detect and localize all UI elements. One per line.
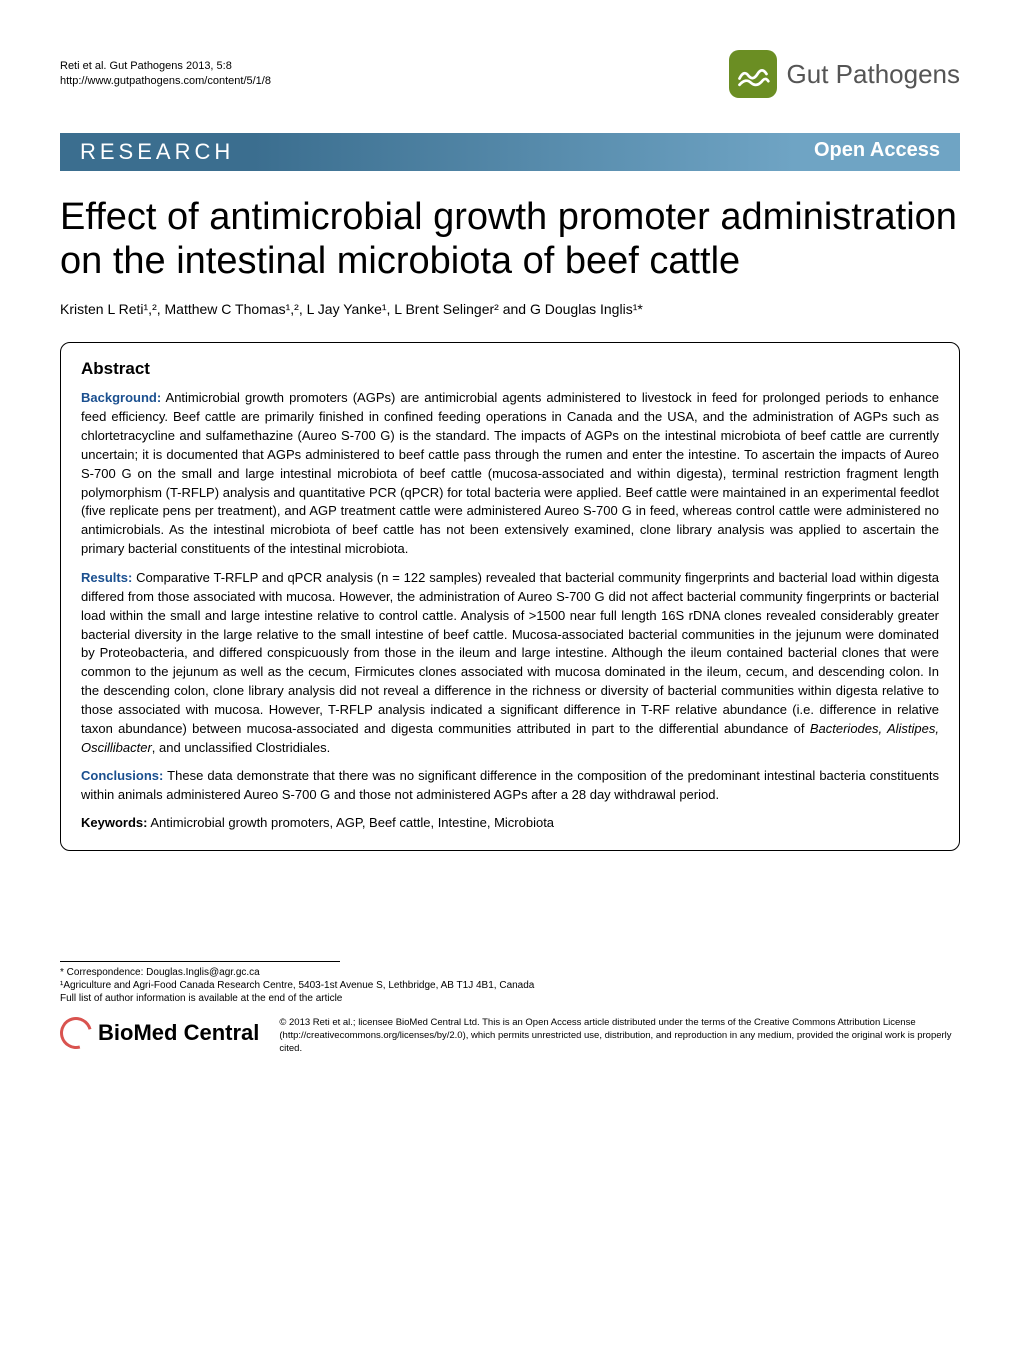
worm-icon [735,56,771,92]
keywords-row: Keywords: Antimicrobial growth promoters… [81,815,939,830]
footer-separator [60,961,340,962]
keywords-label: Keywords: [81,815,147,830]
conclusions-text: These data demonstrate that there was no… [81,768,939,802]
journal-name: Gut Pathogens [787,59,960,90]
author-list: Kristen L Reti¹,², Matthew C Thomas¹,², … [60,301,960,317]
abstract-heading: Abstract [81,359,939,379]
author-list-note: Full list of author information is avail… [60,993,342,1004]
affiliation-1: ¹Agriculture and Agri-Food Canada Resear… [60,980,534,991]
abstract-background: Background: Antimicrobial growth promote… [81,389,939,559]
article-type-banner: RESEARCH Open Access [60,133,960,171]
journal-logo-icon [729,50,777,98]
correspondence-label: * Correspondence: [60,967,146,978]
license-text: © 2013 Reti et al.; licensee BioMed Cent… [279,1017,960,1055]
abstract-results: Results: Comparative T-RFLP and qPCR ana… [81,569,939,757]
abstract-box: Abstract Background: Antimicrobial growt… [60,342,960,851]
bmc-name-part1: BioMed Central [98,1020,259,1046]
biomed-central-logo: BioMed Central [60,1017,259,1049]
correspondence-block: * Correspondence: Douglas.Inglis@agr.gc.… [60,966,960,1005]
background-text: Antimicrobial growth promoters (AGPs) ar… [81,390,939,556]
citation-line-2: http://www.gutpathogens.com/content/5/1/… [60,74,271,89]
journal-logo: Gut Pathogens [729,50,960,98]
conclusions-label: Conclusions: [81,768,163,783]
license-row: BioMed Central © 2013 Reti et al.; licen… [60,1017,960,1055]
citation-line-1: Reti et al. Gut Pathogens 2013, 5:8 [60,59,271,74]
article-title: Effect of antimicrobial growth promoter … [60,196,960,283]
bmc-circle-icon [54,1011,98,1055]
banner-gradient [254,133,794,171]
results-text: Comparative T-RFLP and qPCR analysis (n … [81,570,939,736]
article-type-label: RESEARCH [60,133,254,171]
abstract-conclusions: Conclusions: These data demonstrate that… [81,767,939,805]
results-text-after: , and unclassified Clostridiales. [152,740,330,755]
background-label: Background: [81,390,161,405]
correspondence-email: Douglas.Inglis@agr.gc.ca [146,967,260,978]
header-row: Reti et al. Gut Pathogens 2013, 5:8 http… [60,50,960,98]
keywords-text: Antimicrobial growth promoters, AGP, Bee… [147,815,554,830]
citation-block: Reti et al. Gut Pathogens 2013, 5:8 http… [60,59,271,90]
open-access-label: Open Access [794,133,960,171]
results-label: Results: [81,570,132,585]
